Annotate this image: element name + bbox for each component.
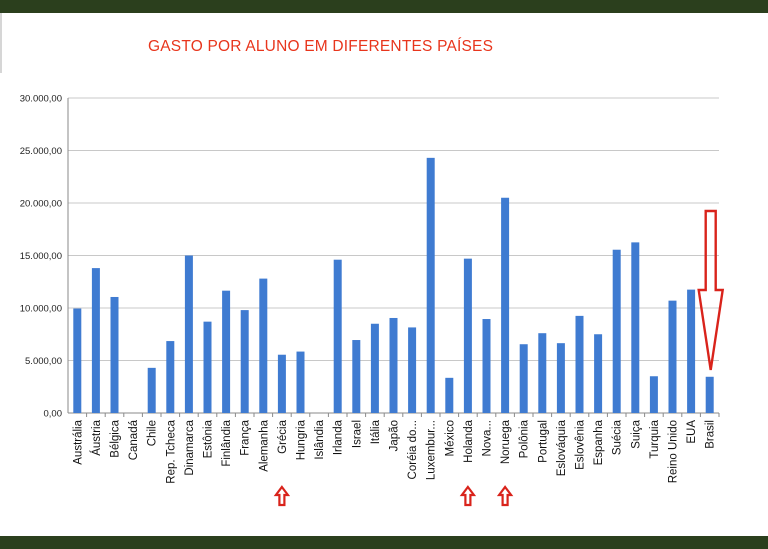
bottom-band [0,536,768,549]
bar-austria [91,268,100,413]
x-tick-label: Coréia do... [407,420,419,479]
y-tick-label: 25.000,00 [20,146,62,157]
bar-irlanda [333,259,342,413]
bar-espanha [594,334,603,413]
bar-grecia [277,354,286,413]
y-tick-label: 15.000,00 [20,251,62,262]
bar-belgica [110,296,119,413]
x-tick-label: Austrália [72,419,84,464]
side-rule [0,13,2,73]
bar-estonia [203,321,212,413]
bar-dinamarca [184,255,193,413]
x-tick-label: Brasil [705,420,717,449]
bar-italia [370,323,379,413]
y-tick-label: 20.000,00 [20,199,62,210]
bar-reino-unido [668,300,677,413]
x-tick-label: Alemanha [258,419,270,471]
bar-portugal [538,333,547,413]
x-tick-label: Eslováquia [556,419,568,476]
x-tick-label: Canadá [128,419,140,460]
x-tick-label: França [240,419,252,455]
top-band [0,0,768,13]
bar-luxembur [426,157,435,413]
x-tick-label: Hungria [296,419,308,460]
x-tick-label: Dinamarca [184,419,196,475]
bar-noruega [501,197,510,413]
x-tick-label: México [444,420,456,456]
bar-israel [352,340,361,413]
x-tick-label: Itália [370,419,382,444]
red-arrow-brasil-icon [697,209,725,371]
chart-title: GASTO POR ALUNO EM DIFERENTES PAÍSES [148,38,494,55]
bar-suica [631,242,640,413]
x-tick-label: Turquia [649,419,661,458]
bar-rep-tcheca [166,341,175,413]
x-tick-label: Eslovênia [575,419,587,469]
x-tick-label: Suiça [630,419,642,448]
x-tick-label: Japão [389,420,401,451]
bar-coreia-do [408,327,417,413]
x-tick-label: Rep. Tcheca [165,419,177,483]
y-tick-label: 30.000,00 [20,94,62,105]
bar-polonia [519,344,528,413]
x-tick-label: EUA [686,420,698,444]
y-tick-label: 10.000,00 [20,304,62,315]
red-arrow-holanda-icon [459,485,477,507]
x-tick-label: Portugal [537,420,549,463]
bar-japao [389,317,398,413]
bar-eua [687,289,696,413]
bar-holanda [463,258,472,413]
x-tick-label: Nova... [482,420,494,456]
bar-chile [147,367,156,413]
bar-mexico [445,377,454,413]
bar-finlandia [222,290,231,413]
bar-alemanha [259,278,268,413]
x-tick-label: Suécia [612,419,624,455]
x-tick-label: Finlândia [221,419,233,466]
x-tick-label: Noruega [500,419,512,464]
bar-eslovenia [575,315,584,413]
x-tick-label: Israel [351,420,363,448]
red-arrow-grecia-icon [273,485,291,507]
x-tick-label: Bélgica [110,419,122,457]
bar-eslovaquia [556,343,565,413]
bar-turquia [649,376,658,413]
bar-suecia [612,249,621,413]
x-tick-label: Luxembur... [426,420,438,480]
x-tick-label: Polônia [519,419,531,458]
x-tick-label: Chile [147,420,159,446]
bar-nova [482,319,491,413]
x-tick-label: Islândia [314,419,326,459]
x-tick-label: Estônia [203,419,215,458]
red-arrow-noruega-icon [496,485,514,507]
bar-hungria [296,351,305,413]
x-tick-label: Reino Unido [668,420,680,483]
x-tick-label: Holanda [463,419,475,462]
bar-brasil [705,376,714,413]
x-tick-label: Irlanda [333,419,345,455]
y-tick-label: 0,00 [44,409,63,420]
bar-australia [73,308,82,413]
bar-franca [240,310,249,413]
x-tick-label: Espanha [593,419,605,465]
y-tick-label: 5.000,00 [25,356,62,367]
x-tick-label: Grécia [277,419,289,453]
x-tick-label: Áustria [90,419,103,455]
